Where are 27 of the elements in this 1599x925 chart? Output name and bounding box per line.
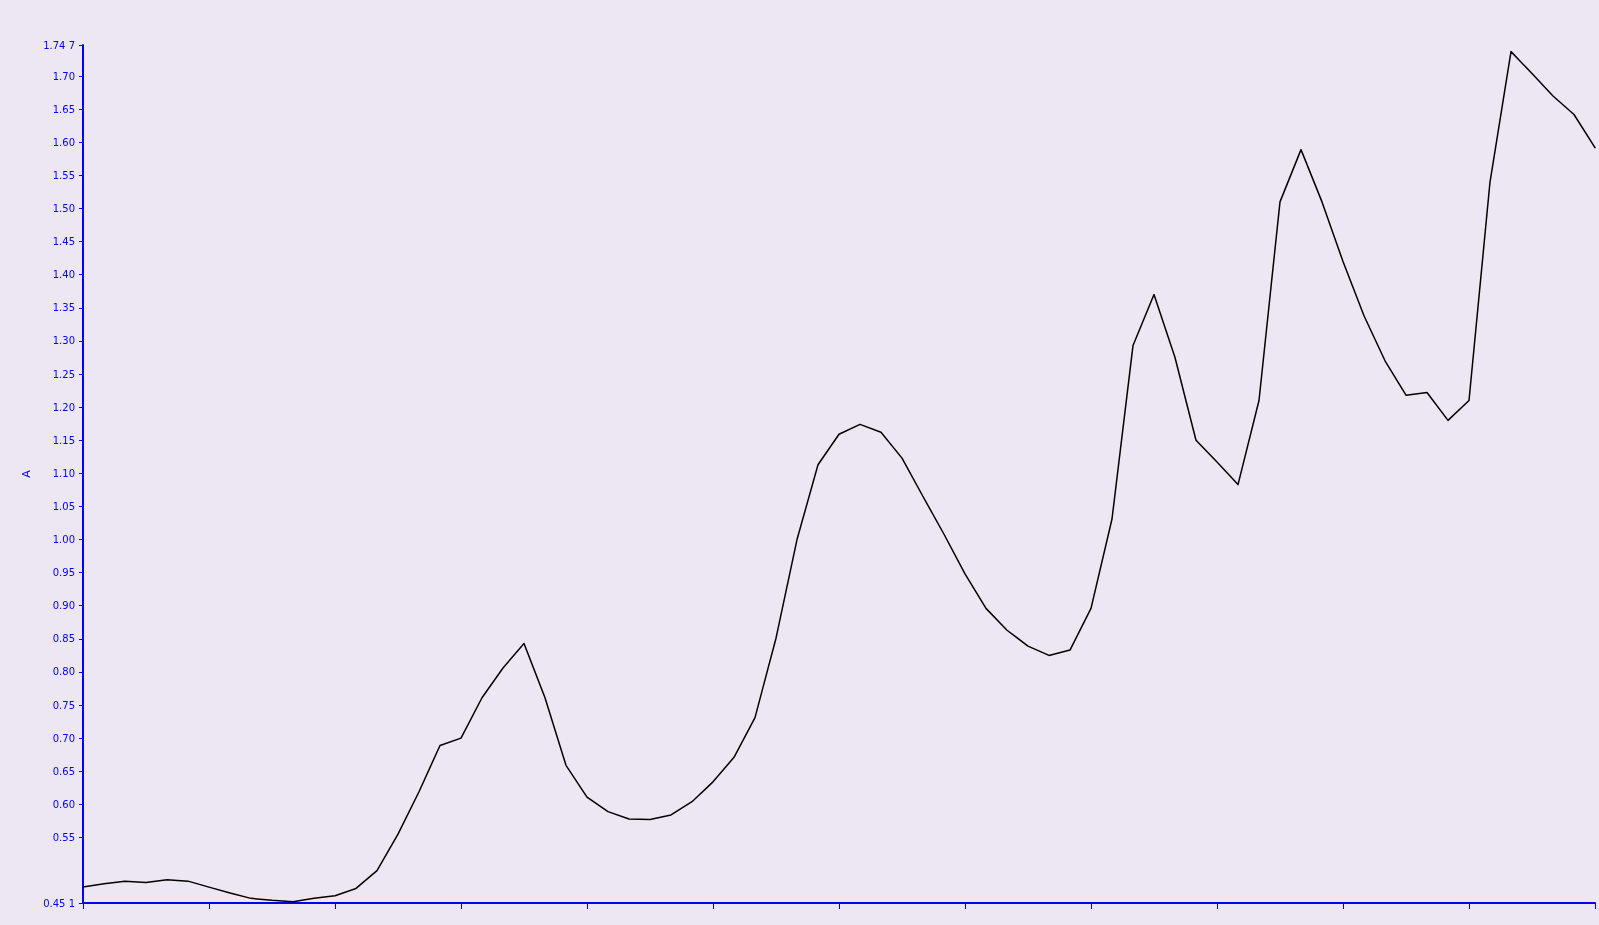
y-tick-label: 1.35 <box>52 302 75 314</box>
y-axis-title: A <box>20 469 34 478</box>
y-tick-label: 1.60 <box>52 136 75 148</box>
y-tick-label: 0.75 <box>52 699 75 711</box>
y-tick-label: 1.70 <box>52 70 75 82</box>
y-tick-label: 0.70 <box>52 732 75 744</box>
y-tick-label: 0.60 <box>52 798 75 810</box>
y-tick-label: 1.30 <box>52 335 75 347</box>
y-tick-label: 0.80 <box>52 666 75 678</box>
y-tick-label: 1.05 <box>52 500 75 512</box>
y-tick-label: 0.45 1 <box>43 897 75 909</box>
y-tick-label: 0.55 <box>52 831 75 843</box>
y-tick-label: 1.15 <box>52 434 75 446</box>
y-tick-label: 0.85 <box>52 633 75 645</box>
y-tick-label: 1.45 <box>52 236 75 248</box>
y-tick-label: 1.74 7 <box>43 39 75 51</box>
y-tick-label: 0.95 <box>52 567 75 579</box>
y-tick-label: 1.50 <box>52 203 75 215</box>
y-tick-label: 1.20 <box>52 401 75 413</box>
y-tick-label: 1.10 <box>52 467 75 479</box>
y-tick-label: 0.65 <box>52 765 75 777</box>
y-tick-label: 1.40 <box>52 269 75 281</box>
y-tick-label: 1.55 <box>52 169 75 181</box>
y-tick-label: 1.65 <box>52 103 75 115</box>
y-tick-label: 1.25 <box>52 368 75 380</box>
y-tick-label: 0.90 <box>52 600 75 612</box>
y-tick-label: 1.00 <box>52 534 75 546</box>
